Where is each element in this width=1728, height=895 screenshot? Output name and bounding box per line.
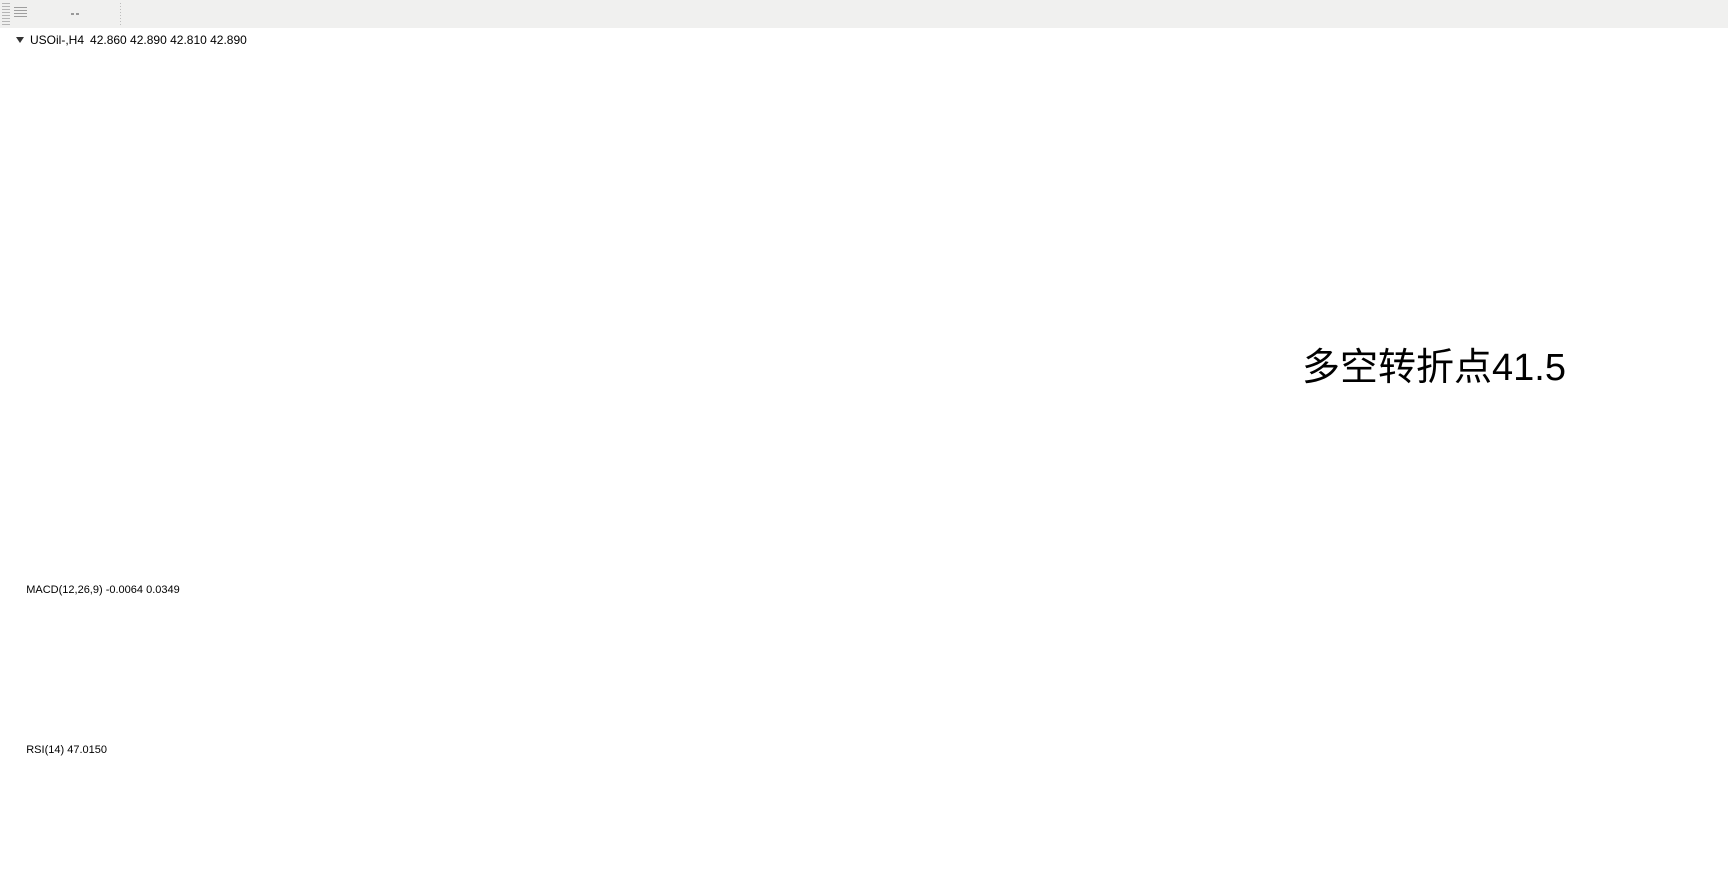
macd-chart-surface[interactable] [0,568,1728,727]
text-label-t-icon[interactable] [63,3,87,25]
chart-ohlc-values: 42.860 42.890 42.810 42.890 [90,33,247,47]
macd-label: MACD(12,26,9) -0.0064 0.0349 [26,584,180,596]
chart-dropdown-icon[interactable] [16,37,24,43]
rsi-indicator-panel[interactable] [0,728,1728,868]
font-a-icon[interactable] [37,3,61,25]
price-chart-panel[interactable] [0,28,1728,568]
style-selector-icon[interactable] [89,3,113,25]
rsi-label: RSI(14) 47.0150 [26,744,107,756]
chart-title[interactable]: USOil-,H4 42.860 42.890 42.810 42.890 [16,33,247,47]
rsi-chart-surface[interactable] [0,728,1728,868]
macd-indicator-panel[interactable] [0,568,1728,727]
period-separators-f-icon[interactable] [11,3,35,25]
candlestick-chart-surface[interactable] [0,28,1728,568]
toolbar [0,0,1728,29]
grid-dots-icon [14,6,27,17]
time-axis[interactable] [0,868,1728,895]
macd-values: -0.0064 0.0349 [105,584,180,596]
rsi-value: 47.0150 [67,744,107,756]
toolbar-separator [118,3,123,25]
chart-symbol-timeframe: USOil-,H4 [30,33,85,47]
toolbar-drag-handle[interactable] [2,3,10,25]
annotation-text: 多空转折点41.5 [1302,347,1566,389]
